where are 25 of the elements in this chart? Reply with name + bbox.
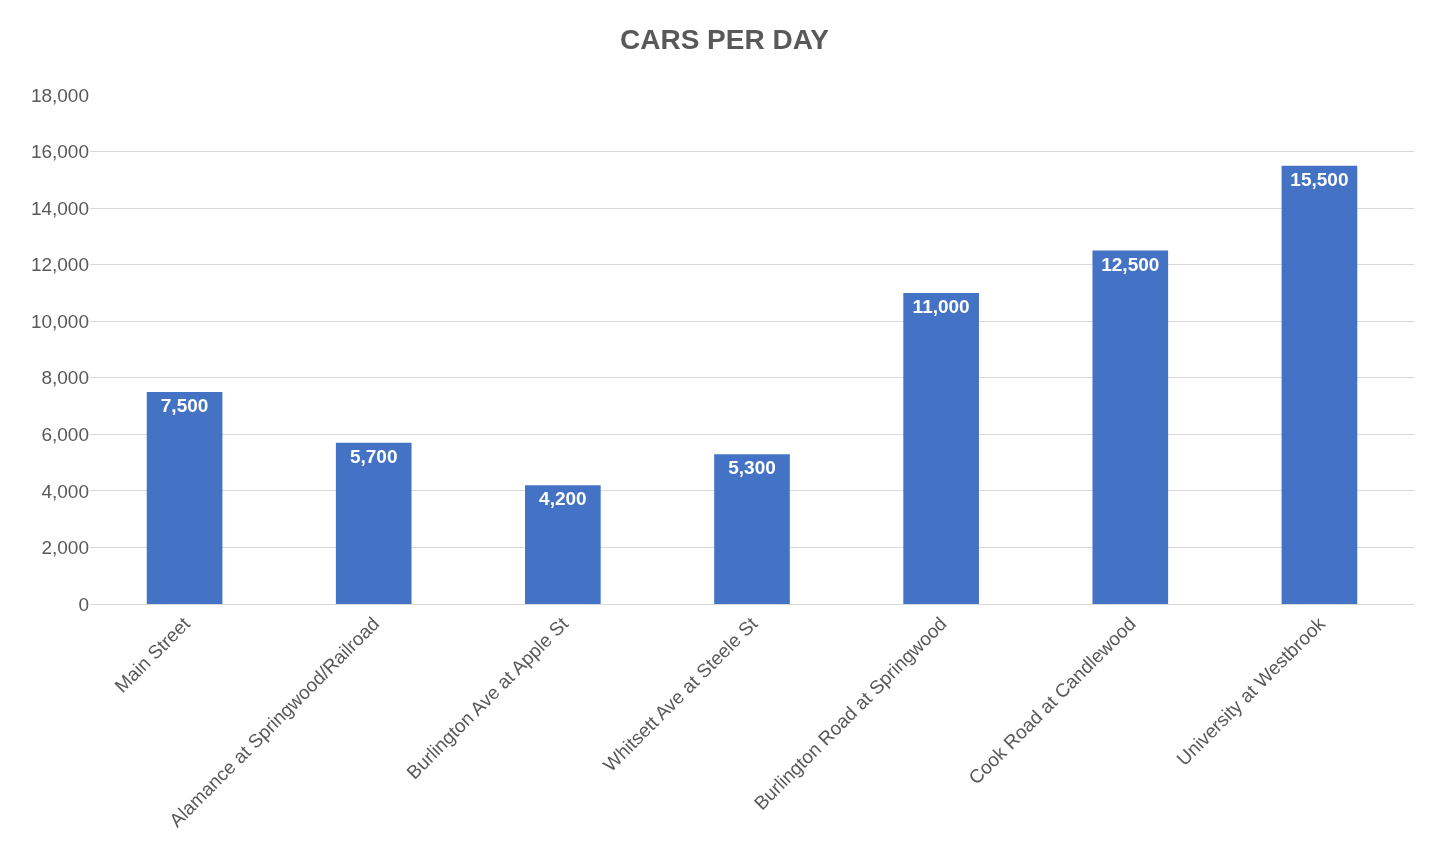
y-tick-label: 16,000 bbox=[30, 141, 89, 163]
data-label: 4,200 bbox=[539, 488, 587, 510]
data-label: 5,300 bbox=[728, 457, 776, 479]
bar bbox=[1281, 165, 1358, 604]
y-tick-label: 12,000 bbox=[30, 254, 89, 276]
y-tick-label: 2,000 bbox=[41, 537, 89, 559]
y-tick-label: 14,000 bbox=[30, 197, 89, 219]
bar bbox=[1092, 250, 1169, 604]
bar bbox=[335, 442, 412, 604]
y-tick-label: 6,000 bbox=[41, 423, 89, 445]
y-tick-label: 18,000 bbox=[30, 84, 89, 106]
bar bbox=[903, 292, 979, 604]
bar bbox=[714, 454, 790, 604]
y-tick-label: 8,000 bbox=[41, 367, 89, 389]
data-label: 12,500 bbox=[1101, 253, 1160, 275]
bar bbox=[525, 485, 601, 604]
data-label: 5,700 bbox=[349, 445, 398, 467]
data-label: 15,500 bbox=[1290, 168, 1349, 190]
data-label: 7,500 bbox=[160, 394, 209, 416]
chart-title: CARS PER DAY bbox=[619, 24, 830, 56]
y-tick-label: 4,000 bbox=[41, 480, 89, 502]
data-label: 11,000 bbox=[912, 295, 970, 317]
bar bbox=[146, 391, 223, 604]
y-tick-label: 10,000 bbox=[30, 310, 89, 332]
y-tick-label: 0 bbox=[78, 593, 89, 615]
